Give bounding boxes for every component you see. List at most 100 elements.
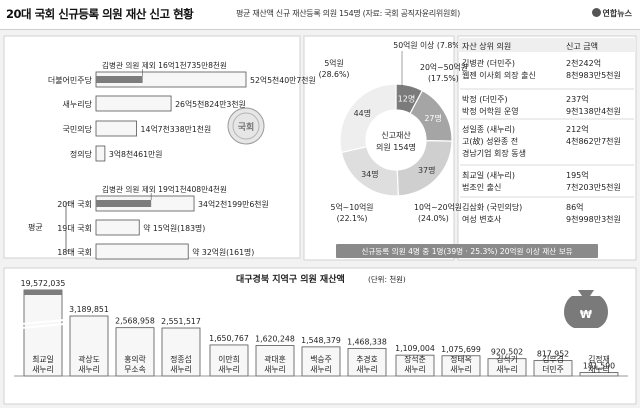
table-row-name: 김삼화 (국민의당)	[462, 202, 522, 212]
donut-slice-label: 20억~50억원	[420, 62, 468, 72]
vbar-party-label: 새누리	[264, 365, 286, 374]
vbar	[209, 344, 249, 377]
table-row-desc: 박정 어학원 운영	[462, 106, 519, 116]
donut-count-label: 37명	[418, 165, 436, 175]
hbar-group-label: 평균	[28, 222, 43, 232]
donut-count-label: 12명	[398, 93, 416, 103]
hbar-value-label: 34억2천199만6천원	[198, 199, 269, 209]
emblem-ring	[232, 112, 260, 140]
hbar-category: 20대 국회	[57, 200, 92, 209]
vbar-value-label: 3,189,851	[69, 305, 109, 314]
header: 20대 국회 신규등록 의원 재산 신고 현황 평균 재산액 신규 재산등록 의…	[0, 0, 640, 30]
vbar-name-label: 장석춘	[404, 354, 426, 364]
page-title: 20대 국회 신규등록 의원 재산 신고 현황	[6, 7, 194, 21]
table-row-desc: 고(故) 성완종 전	[462, 136, 518, 146]
table-row-desc: 법조인 출신	[462, 182, 501, 192]
vbar-name-label: 추경호	[356, 354, 378, 364]
vbar-value-label: 1,620,248	[255, 335, 295, 344]
vbar-name-label: 김부겸	[542, 354, 564, 364]
vbar-value-label: 2,568,958	[115, 317, 155, 326]
hbar-category: 정의당	[70, 149, 93, 159]
table-row-amount2: 9천998만3천원	[566, 214, 621, 224]
hbar	[95, 145, 106, 162]
vbar-party-label: 새누리	[356, 365, 378, 374]
vbar	[23, 289, 63, 377]
donut-slice-percent: (22.1%)	[337, 214, 368, 223]
vbar-party-label: 새누리	[310, 365, 332, 374]
hbar-inner	[96, 76, 143, 83]
vbar-value-label: 2,551,517	[161, 317, 201, 326]
hbar-inner	[96, 200, 152, 207]
donut-count-label: 44명	[354, 108, 372, 118]
donut-slice-label: 50억원 이상 (7.8%)	[393, 40, 462, 50]
hbar	[95, 243, 189, 260]
vbar-name-label: 백승주	[310, 354, 332, 364]
vbar-value-label: 920,502	[491, 348, 523, 357]
table-row-amount: 2천242억	[566, 58, 601, 68]
vbar-party-label: 새누리	[450, 365, 472, 374]
hbar-category: 19대 국회	[57, 224, 92, 233]
vbar-name-label: 곽대훈	[264, 354, 286, 364]
hbar-value-label: 52억5천40만7천원	[250, 75, 316, 85]
table-row-desc: 웹젠 이사회 의장 출신	[462, 70, 536, 80]
donut-slice-percent: (24.0%)	[418, 214, 449, 223]
money-bag-icon	[564, 296, 608, 328]
table-row-name: 김병관 (더민주)	[462, 58, 515, 68]
won-sign-icon: ₩	[580, 308, 592, 321]
vbar-value-label: 181,590	[583, 362, 615, 371]
vbar-party-label: 새누리	[218, 365, 240, 374]
table-header-cell: 신고 금액	[566, 41, 598, 51]
donut-slice-label: 5억원	[324, 58, 343, 68]
table-row-amount2: 8천983만5천원	[566, 70, 621, 80]
table-row-amount2: 9천138만4천원	[566, 106, 621, 116]
vbar-name-label: 정종섭	[170, 354, 192, 364]
vbar-value-label: 1,468,338	[347, 337, 387, 346]
vbar-title: 대구경북 지역구 의원 재산액	[236, 273, 345, 285]
vbar	[255, 345, 295, 377]
banner	[336, 244, 598, 258]
vbar	[347, 347, 387, 377]
brand-dot-icon	[591, 8, 601, 17]
hbar-category: 더불어민주당	[48, 75, 93, 85]
hbar	[95, 95, 172, 112]
brand-logo: 연합뉴스	[591, 8, 632, 19]
vbar-name-label: 홍의락	[124, 354, 146, 364]
hbar-category: 국민의당	[63, 124, 93, 134]
vbar-value-label: 1,548,379	[301, 336, 341, 345]
vbar-name-label: 이만희	[218, 354, 240, 364]
vbar-name-label: 최교일	[32, 354, 54, 364]
brand-name: 연합뉴스	[602, 9, 632, 18]
hbar-value-label: 26억5천824만3천원	[175, 99, 246, 109]
vbar-party-label: 새누리	[404, 365, 426, 374]
table-row-name: 성일종 (새누리)	[462, 125, 515, 134]
donut-count-label: 27명	[424, 113, 442, 123]
banner-text: 신규등록 의원 4명 중 1명(39명 · 25.3%) 20억원 이상 재산 …	[361, 246, 572, 256]
vbar-value-label: 19,572,035	[21, 279, 66, 288]
donut-slice-label: 5억~10억원	[331, 202, 374, 212]
table-row-name: 박정 (더민주)	[462, 94, 508, 104]
donut-center-label: 의원 154명	[376, 142, 416, 152]
table-row-amount: 86억	[566, 202, 584, 212]
hbar-value-label: 약 32억원(161명)	[192, 247, 254, 257]
vbar-party-label: 새누리	[496, 365, 518, 374]
hbar-inner-label: 김병관 의원 제외 19억1천408만4천원	[102, 184, 227, 194]
hbar-value-label: 약 15억원(183명)	[143, 223, 205, 233]
table-header-cell: 자산 상위 의원	[462, 41, 511, 51]
vbar-value-label: 1,109,004	[395, 344, 435, 353]
vbar-party-label: 새누리	[588, 365, 610, 374]
emblem-text: 국회	[238, 121, 255, 133]
hbar-category: 새누리당	[63, 99, 93, 109]
hbar	[95, 120, 137, 137]
money-bag-neck-icon	[578, 290, 594, 296]
hbar-group-bracket	[65, 202, 74, 252]
donut-slice	[339, 83, 397, 154]
donut-count-label: 34명	[361, 169, 379, 179]
vbar-party-label: 새누리	[32, 365, 54, 374]
vbar-value-label: 1,075,699	[441, 345, 481, 354]
table-row-amount: 212억	[566, 124, 589, 134]
donut-slice-percent: (17.5%)	[428, 74, 459, 83]
top-assets-panel	[457, 35, 637, 261]
hbar	[95, 219, 140, 236]
bottom-panel	[3, 267, 637, 405]
